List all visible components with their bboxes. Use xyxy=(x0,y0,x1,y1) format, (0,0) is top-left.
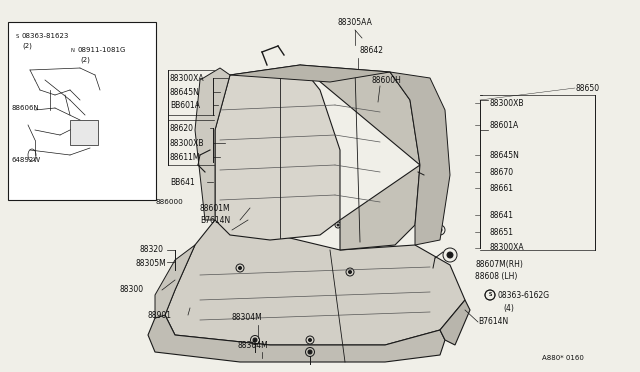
Text: 88600H: 88600H xyxy=(371,76,401,84)
Text: (2): (2) xyxy=(22,43,32,49)
Circle shape xyxy=(253,338,257,342)
Text: S: S xyxy=(15,33,19,38)
Text: 88670: 88670 xyxy=(490,167,514,176)
Text: 88645N: 88645N xyxy=(170,87,200,96)
Text: 08363-6162G: 08363-6162G xyxy=(497,291,549,299)
Text: 64892W: 64892W xyxy=(12,157,41,163)
Polygon shape xyxy=(155,245,195,318)
Circle shape xyxy=(447,252,453,258)
Circle shape xyxy=(438,228,442,232)
Text: 88661: 88661 xyxy=(490,183,514,192)
Text: 88611M: 88611M xyxy=(170,153,200,161)
Text: 88620: 88620 xyxy=(170,124,194,132)
Text: 08911-1081G: 08911-1081G xyxy=(77,47,125,53)
Text: 88642: 88642 xyxy=(360,45,384,55)
Text: 88300XB: 88300XB xyxy=(490,99,525,108)
Text: 88300XA: 88300XA xyxy=(170,74,205,83)
Text: 88641: 88641 xyxy=(490,211,514,219)
Text: (4): (4) xyxy=(503,304,514,312)
Text: B7614N: B7614N xyxy=(478,317,508,327)
Polygon shape xyxy=(215,65,340,240)
Circle shape xyxy=(254,224,256,226)
Text: 88300XA: 88300XA xyxy=(490,244,525,253)
Text: A880* 0160: A880* 0160 xyxy=(542,355,584,361)
Circle shape xyxy=(337,224,339,226)
Polygon shape xyxy=(230,65,390,82)
Text: BB601A: BB601A xyxy=(170,100,200,109)
Text: 08363-81623: 08363-81623 xyxy=(22,33,69,39)
Text: 88607M(RH): 88607M(RH) xyxy=(475,260,523,269)
Text: 88601M: 88601M xyxy=(200,203,230,212)
Text: 88650: 88650 xyxy=(575,83,599,93)
Circle shape xyxy=(239,266,241,269)
Bar xyxy=(70,120,98,145)
Text: 88305M: 88305M xyxy=(135,259,166,267)
Text: 88651: 88651 xyxy=(490,228,514,237)
Text: 88304M: 88304M xyxy=(232,314,263,323)
Polygon shape xyxy=(300,65,420,250)
Circle shape xyxy=(308,350,312,354)
Circle shape xyxy=(308,339,312,341)
Polygon shape xyxy=(440,300,470,345)
Text: 88606N: 88606N xyxy=(12,105,40,111)
Text: 88320: 88320 xyxy=(140,246,164,254)
Text: S: S xyxy=(488,292,492,298)
Text: 88300XB: 88300XB xyxy=(170,138,205,148)
Circle shape xyxy=(428,176,433,180)
Circle shape xyxy=(107,81,109,83)
Polygon shape xyxy=(390,72,450,245)
Text: 886000: 886000 xyxy=(155,199,183,205)
Text: 88608 (LH): 88608 (LH) xyxy=(475,273,517,282)
Polygon shape xyxy=(165,220,465,345)
Text: 88645N: 88645N xyxy=(490,151,520,160)
Polygon shape xyxy=(148,315,445,362)
Circle shape xyxy=(349,270,351,273)
Text: B7614N: B7614N xyxy=(200,215,230,224)
Text: (2): (2) xyxy=(80,57,90,63)
Text: 88601A: 88601A xyxy=(490,121,519,129)
Text: 88304M: 88304M xyxy=(237,340,268,350)
Text: N: N xyxy=(70,48,74,52)
Text: BB641: BB641 xyxy=(170,177,195,186)
Text: 88300: 88300 xyxy=(120,285,144,295)
Text: S: S xyxy=(488,292,492,298)
Bar xyxy=(8,22,156,200)
Polygon shape xyxy=(195,68,230,220)
Text: 88305AA: 88305AA xyxy=(337,17,372,26)
Text: 88901: 88901 xyxy=(148,311,172,320)
